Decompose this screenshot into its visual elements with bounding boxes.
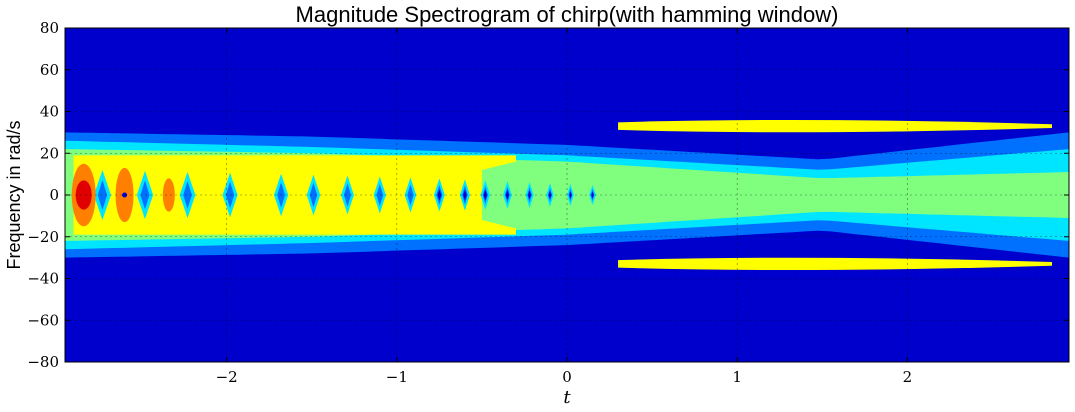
x-tick-label: 1 <box>732 368 742 386</box>
interference-node-inner <box>183 181 192 209</box>
y-tick-label: 20 <box>40 144 59 162</box>
plot-area <box>65 28 1069 362</box>
interference-node-core <box>528 190 531 200</box>
interference-node-core <box>505 190 509 200</box>
x-axis-label: t <box>563 387 571 408</box>
y-axis: 80 60 40 20 0 −20 −40 −60 −80 <box>27 19 1069 371</box>
y-tick-label: 60 <box>40 61 59 79</box>
y-axis-label: Frequency in rad/s <box>4 120 24 269</box>
hot-spot-red <box>75 180 92 210</box>
y-tick-label: −80 <box>27 353 59 371</box>
contour-level-4-core <box>73 155 516 235</box>
hot-spot-dot <box>122 192 128 198</box>
x-axis: −2 −1 0 1 2 <box>216 28 913 386</box>
hot-spot-orange-3 <box>162 178 175 212</box>
x-tick-label: 2 <box>903 368 913 386</box>
contour-level-4-upper-ridge <box>618 119 1052 133</box>
y-tick-label: 40 <box>40 103 59 121</box>
interference-node-inner <box>97 179 108 211</box>
y-tick-label: −20 <box>27 228 59 246</box>
interference-node-core <box>463 189 467 201</box>
x-tick-label: −2 <box>216 368 238 386</box>
chart-title: Magnitude Spectrogram of chirp(with hamm… <box>296 2 839 27</box>
y-tick-label: 0 <box>49 186 59 204</box>
interference-node-inner <box>376 183 384 207</box>
x-tick-label: 0 <box>562 368 572 386</box>
y-tick-label: 80 <box>40 19 59 37</box>
interference-node-core <box>437 189 442 201</box>
y-tick-label: −40 <box>27 270 59 288</box>
grid-layer <box>65 28 1069 362</box>
interference-node-inner <box>309 182 318 208</box>
x-tick-label: −1 <box>386 368 408 386</box>
interference-node-core <box>591 191 594 199</box>
interference-node-core <box>548 190 552 200</box>
interference-node-inner <box>343 183 352 207</box>
contour-level-4-lower-ridge <box>618 257 1052 271</box>
y-tick-label: −60 <box>27 311 59 329</box>
interference-node-inner <box>140 180 150 210</box>
